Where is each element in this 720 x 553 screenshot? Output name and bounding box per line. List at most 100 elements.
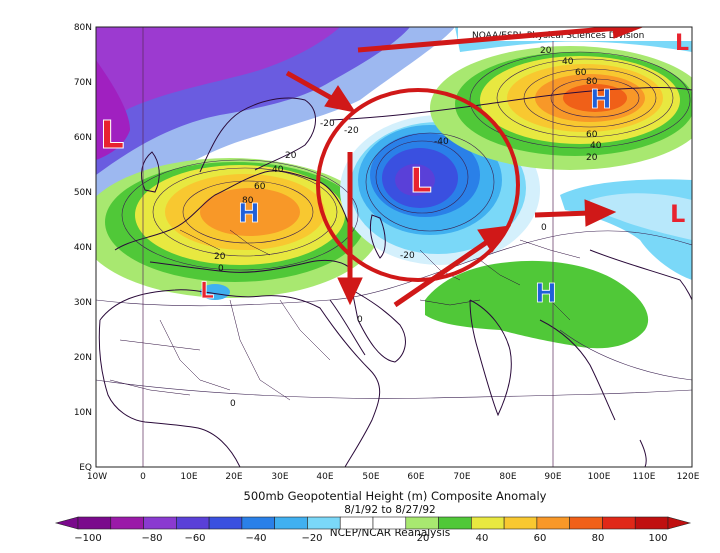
coastline-china [589,249,692,301]
colorbar-swatch [471,516,505,530]
colorbar-swatch [405,516,439,530]
contour-label: 80 [242,196,254,206]
coastline-arabia [351,289,406,363]
coastline-madagascar [639,439,647,467]
colorbar-tick-label: 100 [648,533,667,544]
annotation-arrows [285,27,644,308]
colorbar-left-arrow [54,516,79,530]
latitude-label: 50N [74,188,92,198]
longitude-label: 40E [316,472,333,482]
coastline-europe [114,170,351,251]
contour-label: 0 [357,315,363,325]
latitude-label: 80N [74,23,92,33]
coastline-africa-west [98,319,241,467]
longitude-labels: 10W 0 10E 20E 30E 40E 50E 60E 70E 80E 90… [87,472,700,482]
coastline-india [469,299,512,417]
colorbar-right-arrow [667,516,692,530]
contour-label: 40 [562,57,574,67]
colorbar-tick-labels: −100 −80 −60 −40 −20 20 40 60 80 100 [74,533,667,544]
coastline-africa [99,289,381,467]
colorbar-tick-label: −60 [184,533,205,544]
longitude-label: 80E [499,472,516,482]
arrow-head [324,85,357,113]
high-center-letter: H [590,85,612,115]
coastline-scandinavia [199,97,316,173]
longitude-label: 30E [271,472,288,482]
coastline-asia-north [329,87,692,121]
longitude-label: 10W [87,472,107,482]
colorbar-tick-label: 60 [534,533,547,544]
longitude-label: 20E [225,472,242,482]
colorbar [54,516,692,530]
latitude-label: 60N [74,133,92,143]
arrow-head [612,27,644,39]
colorbar-tick-label: −100 [74,533,101,544]
latitude-label: 10N [74,408,92,418]
latitude-label: EQ [79,463,92,473]
low-center-letter: L [100,113,124,157]
pressure-centers: L L L L L H H H [100,31,690,309]
high-center-letter: H [535,279,557,309]
longitude-label: 10E [180,472,197,482]
contour-label: 20 [586,153,598,163]
mediterranean-low [200,284,230,300]
annotations [316,88,520,282]
colorbar-swatch [372,516,407,530]
contour-label: -40 [434,137,449,147]
colorbar-swatch [634,516,669,530]
colorbar-swatch [208,516,243,530]
longitude-label: 50E [362,472,379,482]
colorbar-tick-label: 40 [476,533,489,544]
colorbar-swatch [110,516,144,530]
coastline-southeast-asia [539,319,616,421]
longitude-label: 120E [677,472,700,482]
coastline-britain [141,151,160,193]
annotation-circle [316,88,520,282]
latitude-label: 30N [74,298,92,308]
contour-label: 20 [540,46,552,56]
longitude-label: 90E [544,472,561,482]
contour-label: -20 [344,126,359,136]
longitude-label: 70E [453,472,470,482]
longitude-label: 60E [407,472,424,482]
colorbar-swatch [241,516,275,530]
contour-label: 60 [575,68,587,78]
arrow-head [477,225,512,253]
colorbar-swatch [307,516,341,530]
source-label: NOAA/ESRL Physical Sciences Division [472,31,644,41]
colorbar-tick-label: 20 [417,533,430,544]
colorbar-tick-label: 80 [592,533,605,544]
colorbar-tick-label: −20 [301,533,322,544]
latitude-label: 70N [74,78,92,88]
contour-label: 80 [586,77,598,87]
figure-title: 500mb Geopotential Height (m) Composite … [244,489,547,503]
contour-label: 20 [285,151,297,161]
coastline-caspian [369,214,386,259]
siberia-high-core [563,84,627,112]
coastline-mediterranean [149,259,353,273]
contour-label: 40 [590,141,602,151]
negative-anomaly-band-core [96,27,340,128]
colorbar-swatch [536,516,570,530]
colorbar-swatch [143,516,177,530]
contour-label: -20 [400,251,415,261]
asia-low-core [395,164,435,196]
colorbar-swatch [274,516,308,530]
reanalysis-credit: NCEP/NCAR Reanalysis [330,527,451,539]
tibet-high [425,260,649,349]
contour-label: 60 [254,182,266,192]
low-center-letter: L [410,161,432,201]
longitude-label: 0 [140,472,146,482]
europe-high-core [200,188,300,236]
latitude-label: 40N [74,243,92,253]
coastline-red-sea [329,299,366,356]
map-panel: -20 -20 -40 -20 20 40 60 80 20 20 40 60 … [96,27,692,467]
contour-label: 40 [272,165,284,175]
colorbar-swatch [602,516,636,530]
east-asia-low-inner [590,193,692,240]
colorbar-swatch [438,516,472,530]
colorbar-swatch [569,516,603,530]
colorbar-swatch [503,516,538,530]
contour-label: 0 [218,264,224,274]
